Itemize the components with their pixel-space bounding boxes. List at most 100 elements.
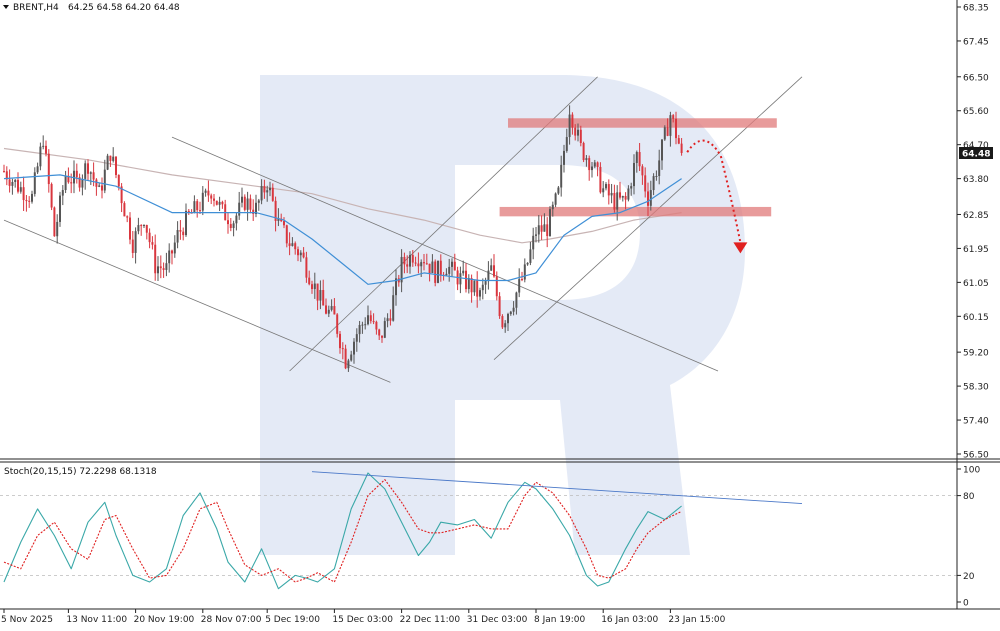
candle-body [677,138,680,144]
candle [613,184,616,213]
candle [305,251,308,283]
candle-body [526,262,529,265]
candle [434,259,437,287]
price-pane[interactable] [3,76,803,383]
candle [641,164,644,185]
candle-body [367,315,369,325]
candle [308,270,311,286]
candle [131,230,134,259]
candle-body [462,270,465,274]
candle [137,217,140,235]
candle [260,179,263,205]
candle-body [638,152,641,167]
candle [134,227,137,264]
candle [67,167,70,184]
candle-body [389,318,392,321]
candle-body [563,150,565,165]
price-tick-label: 62.85 [963,211,989,221]
candle-body [154,244,157,274]
candle-body [288,243,291,246]
candle [73,160,75,194]
candle [19,181,22,194]
candle [473,280,476,296]
candle-body [271,187,274,201]
candle [243,194,246,212]
candle-body [470,278,473,293]
candle [291,237,294,247]
candle-body [381,335,383,338]
candle-body [658,160,661,177]
candle [607,179,610,205]
candle [381,335,383,343]
candle [255,194,257,218]
candle [313,272,316,299]
candle [316,283,319,311]
candle-body [207,190,210,196]
candle [451,258,453,277]
candle [179,220,182,240]
chart-frame [0,0,1000,610]
candle [95,178,98,196]
candle [369,310,372,324]
candle [677,134,680,145]
candle [50,182,53,211]
candle-body [582,142,585,161]
candle-body [73,170,75,184]
candle-body [131,239,134,253]
candle [445,268,448,276]
candle [372,313,375,325]
candle-body [302,252,305,258]
candle-body [355,334,358,342]
candle-body [565,137,568,151]
candle [367,305,369,326]
candle [596,161,599,177]
stochastic-pane[interactable] [0,471,957,590]
candle [619,181,621,200]
candle [560,155,563,197]
candle-body [151,242,154,245]
candle [593,159,596,169]
candle-body [64,175,67,191]
candle-body [173,242,176,254]
candle [350,350,353,362]
candle [375,320,378,335]
candle-body [451,261,453,267]
candle-body [445,273,448,276]
candle [652,173,655,196]
candle-body [299,252,302,256]
candle [389,309,392,326]
candle-body [537,225,540,235]
candle-body [193,201,196,213]
candle [406,255,409,274]
candle [140,224,143,236]
candle-body [593,162,596,167]
candle [8,169,11,193]
candle [585,155,588,167]
candle-body [274,200,277,221]
candle [47,149,50,193]
candle [123,201,126,217]
candle [546,217,549,248]
dropdown-triangle-icon[interactable] [3,5,9,9]
candle-body [336,314,339,334]
candle-body [375,321,378,330]
candle [89,171,92,185]
price-tick-label: 63.80 [963,175,989,185]
candle-body [400,256,403,283]
candle-body [305,257,308,278]
candle [246,191,249,221]
candle [213,194,215,207]
candle [565,128,568,153]
candle [571,112,574,135]
candle [53,206,56,237]
symbol-label: BRENT,H4 [13,3,59,13]
candle-body [115,156,117,175]
candle [185,203,187,237]
candle [481,278,484,300]
candle-body [196,201,199,211]
candle-body [120,186,123,204]
candle-body [123,203,126,217]
candle-body [78,177,81,188]
candle [33,167,36,197]
